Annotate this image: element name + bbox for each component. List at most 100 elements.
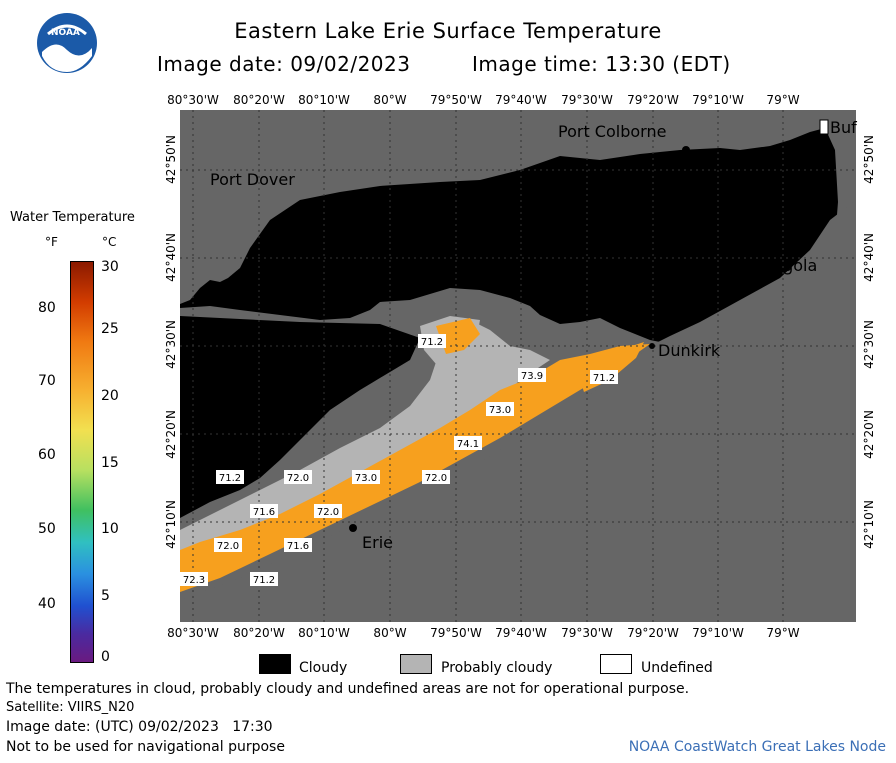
port-colborne-marker xyxy=(682,146,690,154)
lon-label: 80°30'W xyxy=(167,626,219,640)
temp-label-bg xyxy=(486,402,514,416)
label-dunkirk: Dunkirk xyxy=(658,341,721,360)
c-tick-label: 30 xyxy=(101,259,119,275)
undefined-swatch xyxy=(600,654,632,674)
satellite-info: Satellite: VIIRS_N20 xyxy=(6,700,135,715)
angola-marker xyxy=(755,241,761,247)
lon-label: 79°20'W xyxy=(627,93,679,107)
f-tick-label: 50 xyxy=(38,521,56,537)
south-shore-land xyxy=(180,200,856,622)
probably-cloudy-label: Probably cloudy xyxy=(441,660,553,676)
lon-label: 80°30'W xyxy=(167,93,219,107)
credit: NOAA CoastWatch Great Lakes Node xyxy=(628,739,886,755)
lon-label: 79°W xyxy=(766,93,800,107)
c-tick-label: 20 xyxy=(101,388,119,404)
page-title: Eastern Lake Erie Surface Temperature xyxy=(234,19,662,43)
label-erie: Erie xyxy=(362,533,393,552)
lon-label: 79°40'W xyxy=(495,93,547,107)
temp-label: 72.3 xyxy=(183,575,205,586)
cloud-mass xyxy=(180,128,838,346)
label-port-dover: Port Dover xyxy=(210,170,295,189)
lat-label: 42°50'N xyxy=(164,135,178,184)
cloudy-swatch xyxy=(259,654,291,674)
lat-label: 42°50'N xyxy=(862,135,876,184)
c-tick-label: 10 xyxy=(101,521,119,537)
f-tick-label: 80 xyxy=(38,300,56,316)
temp-label-bg xyxy=(250,572,278,586)
map-panel: 71.2 73.9 71.2 73.0 74.1 71.2 72.0 73.0 72.0 71.6… xyxy=(180,110,856,622)
lon-label: 79°10'W xyxy=(692,626,744,640)
lon-label: 79°30'W xyxy=(561,626,613,640)
cloudy-label: Cloudy xyxy=(299,660,348,676)
temp-label: 72.0 xyxy=(217,541,239,552)
label-angola: Angola xyxy=(762,256,818,275)
lon-label: 80°20'W xyxy=(233,626,285,640)
lon-label: 80°10'W xyxy=(298,626,350,640)
c-tick-label: 25 xyxy=(101,321,119,337)
lat-label: 42°30'N xyxy=(862,320,876,369)
probably-cloudy-swatch xyxy=(400,654,432,674)
temp-label-bg xyxy=(216,470,244,484)
logo-text: NOAA xyxy=(51,28,80,38)
image-date: Image date: 09/02/2023 xyxy=(157,52,411,76)
lat-label: 42°20'N xyxy=(862,410,876,459)
lat-label: 42°10'N xyxy=(164,500,178,549)
colorbar-title: Water Temperature xyxy=(10,210,135,225)
lon-label: 79°50'W xyxy=(430,93,482,107)
lon-label: 79°10'W xyxy=(692,93,744,107)
label-buffalo: Buf xyxy=(830,118,857,137)
lon-label: 80°10'W xyxy=(298,93,350,107)
temp-label-bg xyxy=(352,470,380,484)
temp-label: 71.2 xyxy=(593,373,615,384)
temp-label-bg xyxy=(418,334,446,348)
lat-label: 42°40'N xyxy=(164,233,178,282)
temp-label: 71.2 xyxy=(253,575,275,586)
lat-label: 42°40'N xyxy=(862,233,876,282)
disclaimer-note: The temperatures in cloud, probably clou… xyxy=(6,681,690,697)
colorbar-unit-c: °C xyxy=(102,235,117,249)
temp-label: 72.0 xyxy=(425,473,447,484)
c-tick-label: 0 xyxy=(101,649,110,665)
lon-label: 79°50'W xyxy=(430,626,482,640)
f-tick-label: 60 xyxy=(38,447,56,463)
erie-marker xyxy=(349,524,357,532)
c-tick-label: 5 xyxy=(101,588,110,604)
f-tick-label: 40 xyxy=(38,596,56,612)
temp-label: 72.0 xyxy=(287,473,309,484)
lat-label: 42°20'N xyxy=(164,410,178,459)
warm-water-patch xyxy=(436,318,480,354)
c-tick-label: 15 xyxy=(101,455,119,471)
temp-label-bg xyxy=(250,504,278,518)
lon-label: 80°W xyxy=(373,626,407,640)
colorbar xyxy=(70,261,94,663)
temp-label-bg xyxy=(422,470,450,484)
undefined-label: Undefined xyxy=(641,660,713,676)
temp-label-bg xyxy=(454,436,482,450)
lon-label: 79°30'W xyxy=(561,93,613,107)
noaa-logo: NOAA xyxy=(36,12,98,74)
temp-label-bg xyxy=(214,538,242,552)
lon-label: 80°W xyxy=(373,93,407,107)
temp-label: 72.0 xyxy=(317,507,339,518)
colorbar-unit-f: °F xyxy=(45,235,58,249)
temp-label: 73.0 xyxy=(355,473,377,484)
temp-label-bg xyxy=(314,504,342,518)
lon-label: 79°20'W xyxy=(627,626,679,640)
temp-label: 73.9 xyxy=(521,371,543,382)
temp-label-bg xyxy=(180,572,208,586)
temp-label: 74.1 xyxy=(457,439,479,450)
temp-label: 71.2 xyxy=(421,337,443,348)
temp-label-bg xyxy=(284,470,312,484)
image-time: Image time: 13:30 (EDT) xyxy=(472,52,731,76)
temp-label: 71.6 xyxy=(287,541,309,552)
warm-water-area xyxy=(180,344,650,592)
lon-label: 80°20'W xyxy=(233,93,285,107)
lon-label: 79°40'W xyxy=(495,626,547,640)
lat-label: 42°30'N xyxy=(164,320,178,369)
temp-label-bg xyxy=(518,368,546,382)
label-port-colborne: Port Colborne xyxy=(558,122,667,141)
lon-label: 79°W xyxy=(766,626,800,640)
temp-label: 71.6 xyxy=(253,507,275,518)
temp-label: 73.0 xyxy=(489,405,511,416)
cloud-west xyxy=(180,316,420,518)
